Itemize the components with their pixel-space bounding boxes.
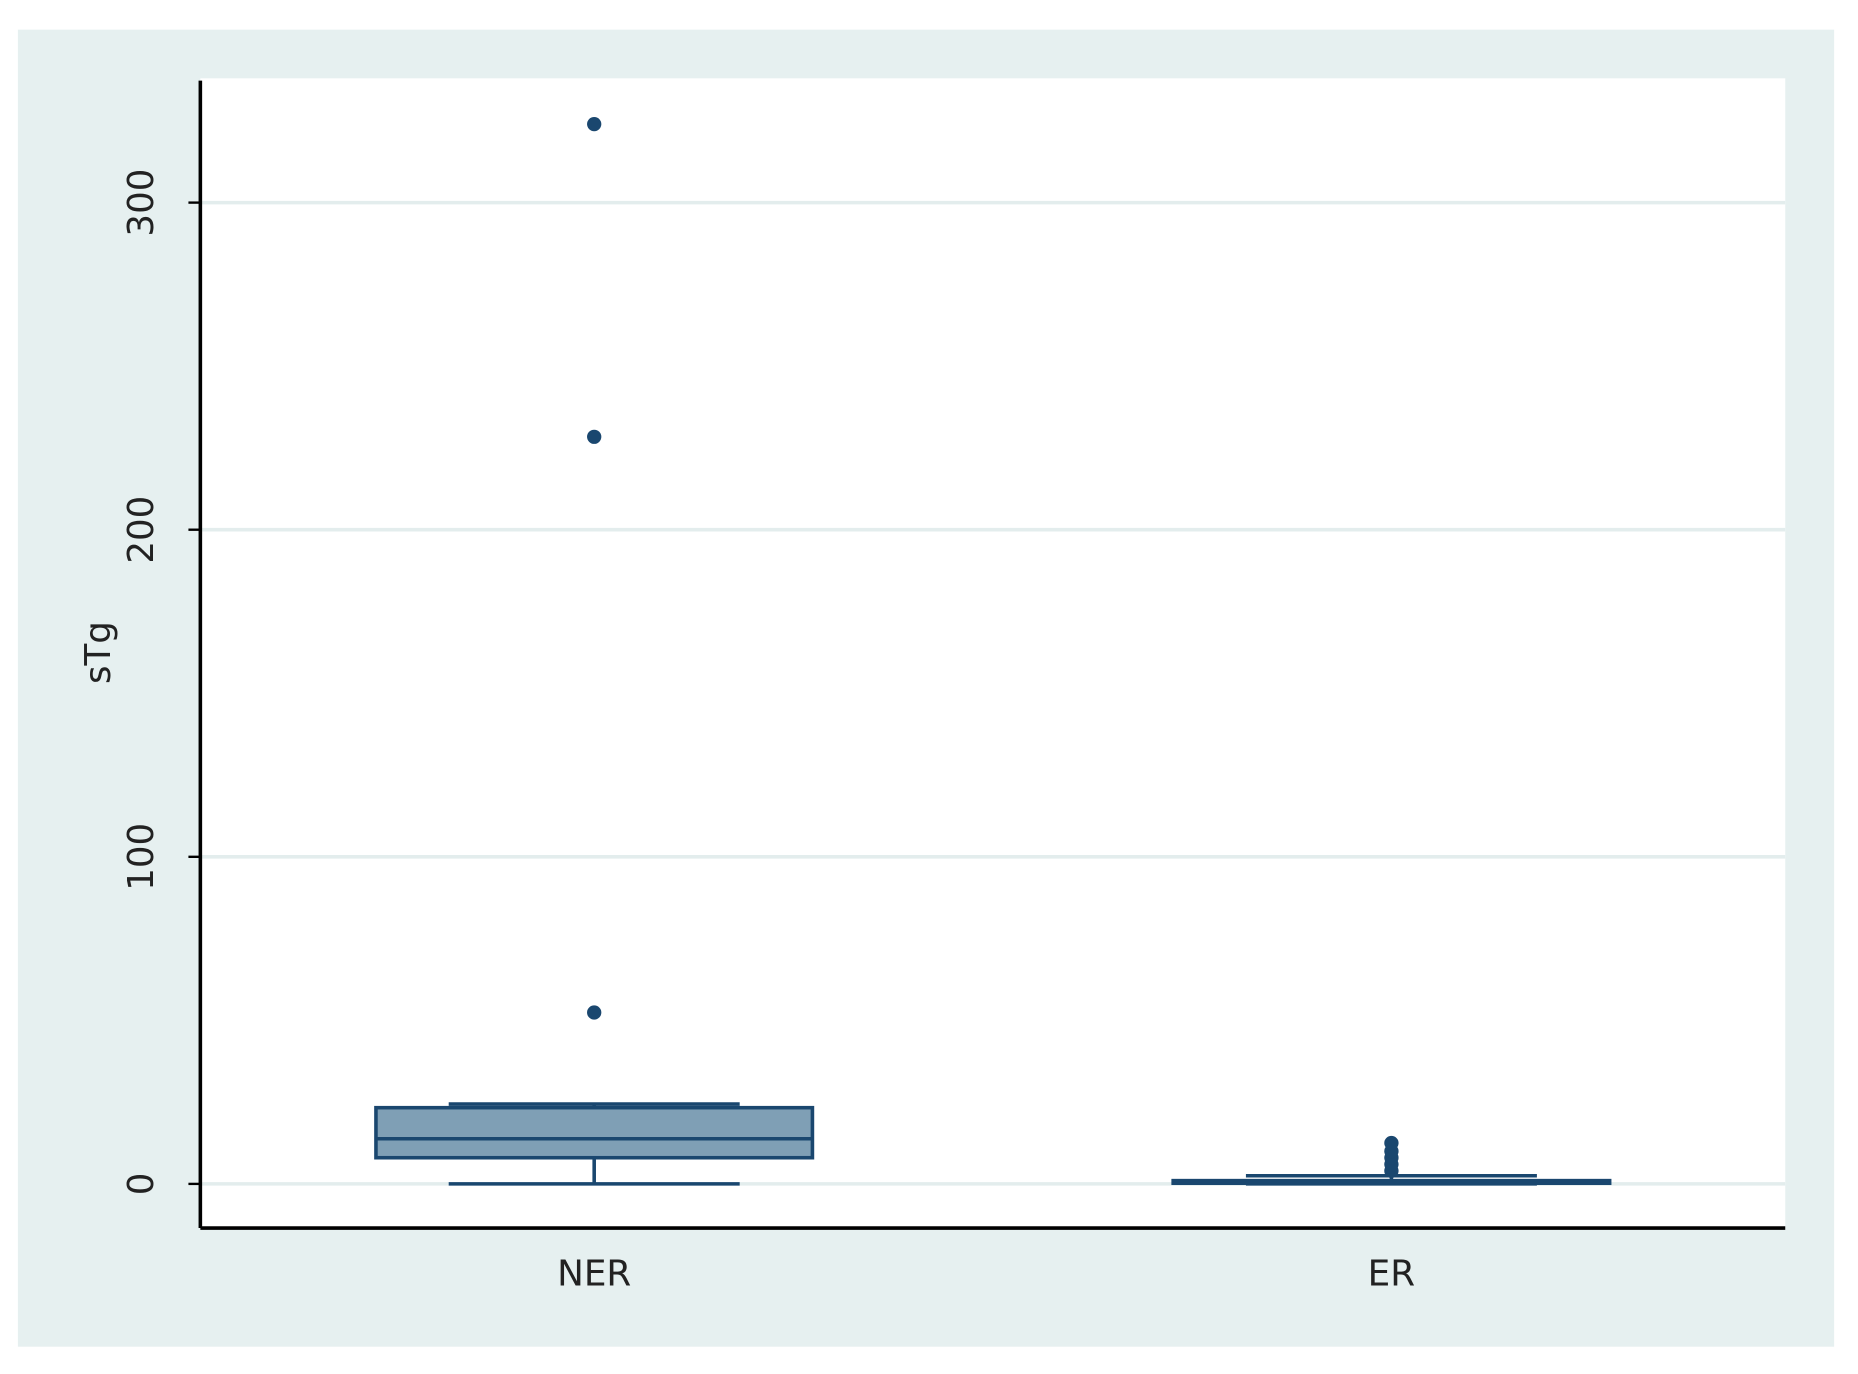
y-tick-label: 100 [121, 823, 162, 891]
plot-area [200, 78, 1786, 1229]
y-tick-label: 200 [121, 496, 162, 564]
x-tick-label: NER [557, 1254, 631, 1295]
outlier [587, 429, 602, 444]
y-axis-title: sTg [78, 621, 119, 684]
outlier [1384, 1135, 1399, 1151]
outlier [587, 1005, 602, 1020]
outlier [587, 116, 602, 132]
y-tick-label: 0 [121, 1173, 162, 1196]
x-tick-label: ER [1368, 1254, 1415, 1295]
box [374, 1105, 815, 1160]
y-tick-label: 300 [121, 169, 162, 237]
